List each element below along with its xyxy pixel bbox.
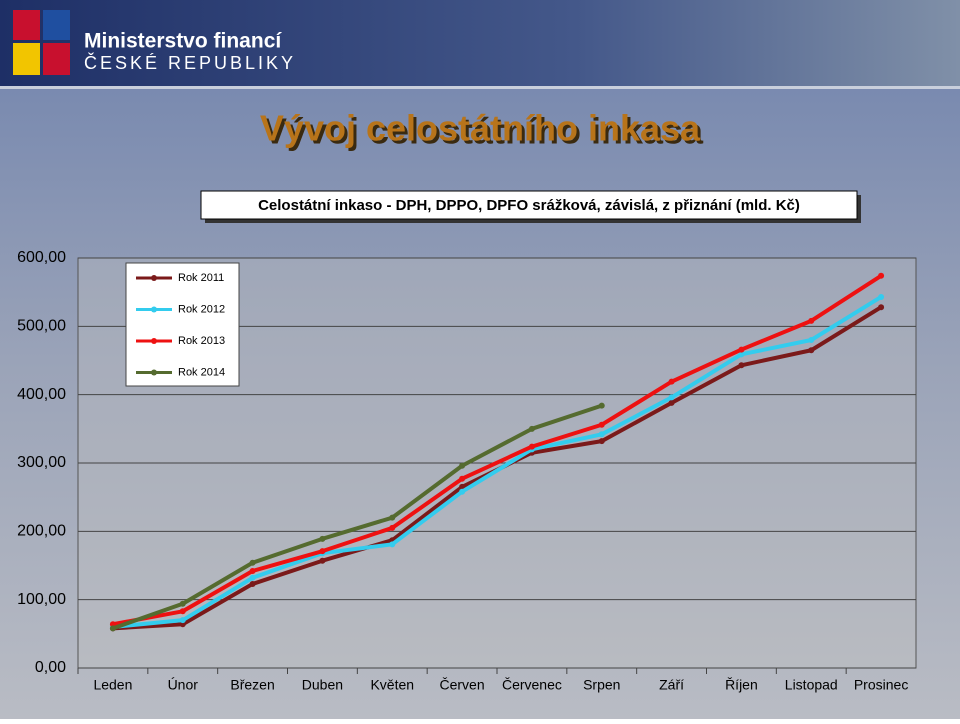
y-tick-label: 100,00 — [17, 591, 66, 608]
data-point — [319, 548, 326, 555]
data-point — [319, 557, 326, 564]
legend-label: Rok 2012 — [178, 303, 225, 315]
slide-title: Vývoj celostátního inkasa — [260, 108, 701, 149]
data-point — [179, 600, 186, 607]
data-point — [668, 394, 675, 401]
data-point — [668, 378, 675, 385]
data-point — [808, 347, 815, 354]
data-point — [668, 399, 675, 406]
legend-marker — [151, 369, 157, 376]
x-tick-label: Červen — [440, 677, 485, 693]
y-tick-label: 500,00 — [17, 318, 66, 335]
data-point — [249, 580, 256, 587]
legend-marker — [151, 338, 157, 344]
header-line1: Ministerstvo financí — [84, 30, 282, 53]
legend-box — [125, 262, 240, 387]
series-line — [112, 403, 603, 631]
x-tick-label: Prosinec — [854, 677, 908, 693]
data-point — [459, 475, 466, 482]
data-point — [459, 483, 466, 490]
y-tick-label: 0,00 — [35, 659, 66, 676]
x-tick-label: Duben — [302, 677, 343, 693]
data-point — [179, 608, 186, 615]
x-tick-label: Červenec — [502, 677, 562, 693]
data-point — [389, 524, 396, 531]
legend-marker — [151, 275, 157, 281]
x-tick-label: Leden — [93, 677, 132, 693]
data-point — [598, 438, 605, 445]
legend-marker — [151, 306, 157, 313]
legend-label: Rok 2013 — [178, 335, 225, 347]
data-point — [598, 421, 605, 428]
series-line — [112, 295, 883, 629]
data-point — [878, 304, 885, 311]
data-point — [109, 625, 116, 632]
data-point — [389, 514, 396, 521]
data-point — [459, 488, 466, 495]
data-point — [738, 351, 745, 358]
legend-label: Rok 2011 — [178, 272, 224, 284]
chart-title-box — [200, 190, 858, 220]
data-point — [459, 462, 466, 469]
data-point — [598, 431, 605, 438]
x-tick-label: Říjen — [725, 677, 758, 693]
y-tick-label: 300,00 — [17, 454, 66, 471]
data-point — [249, 559, 256, 566]
y-tick-label: 400,00 — [17, 386, 66, 403]
data-point — [598, 402, 605, 409]
x-tick-label: Březen — [230, 677, 274, 693]
y-tick-label: 600,00 — [17, 249, 66, 266]
data-point — [528, 443, 535, 450]
x-tick-label: Květen — [370, 677, 414, 693]
legend-label: Rok 2014 — [178, 366, 225, 378]
data-point — [319, 535, 326, 542]
data-point — [808, 337, 815, 343]
data-point — [249, 567, 256, 574]
data-point — [878, 272, 885, 279]
slide-title-shadow: Vývoj celostátního inkasa — [263, 111, 704, 152]
chart-title: Celostátní inkaso - DPH, DPPO, DPFO sráž… — [258, 197, 800, 214]
data-point — [179, 617, 186, 624]
data-point — [528, 425, 535, 432]
x-tick-label: Listopad — [785, 677, 838, 693]
series-line — [112, 274, 883, 627]
data-point — [389, 541, 396, 548]
data-point — [738, 346, 745, 353]
header-bar — [0, 0, 960, 86]
data-point — [738, 362, 745, 369]
logo — [13, 10, 70, 75]
data-point — [878, 293, 885, 300]
x-tick-label: Srpen — [583, 677, 620, 693]
y-tick-label: 200,00 — [17, 523, 66, 540]
header-line2: ČESKÉ REPUBLIKY — [84, 52, 296, 73]
data-point — [249, 574, 256, 581]
data-point — [808, 317, 815, 324]
x-tick-label: Únor — [168, 677, 199, 693]
x-tick-label: Září — [659, 677, 684, 693]
header-rule — [0, 86, 960, 89]
data-point — [179, 621, 186, 628]
